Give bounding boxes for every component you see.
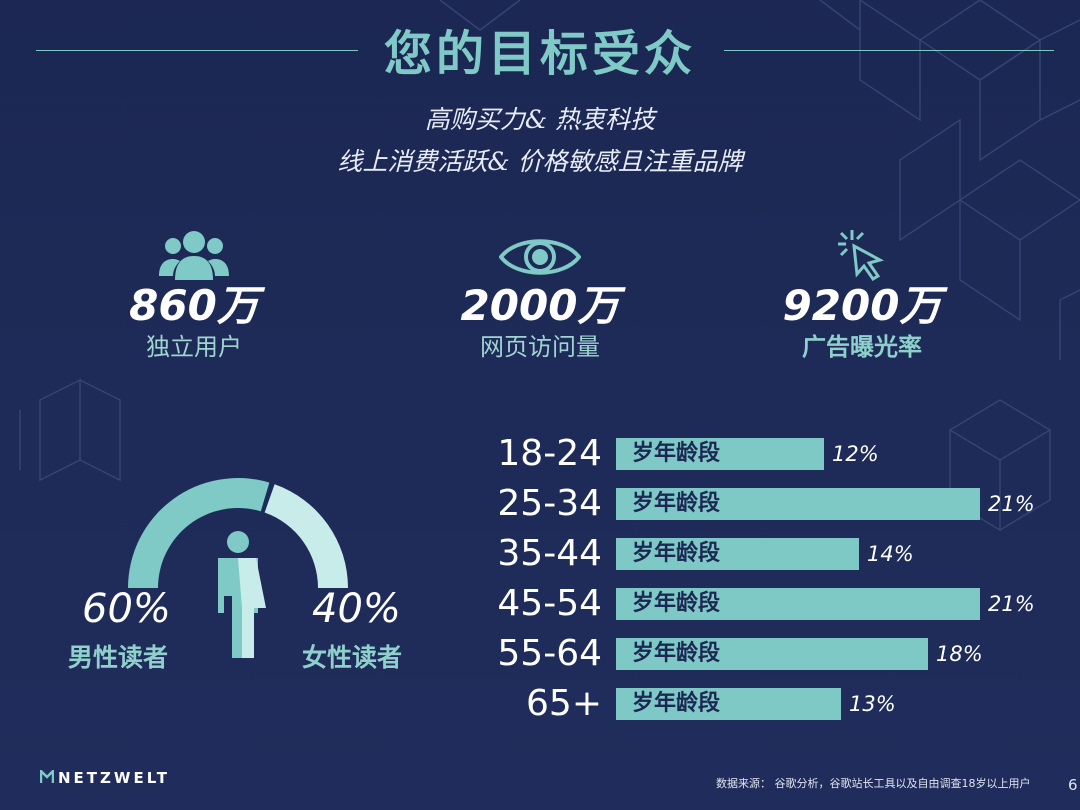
age-row: 18-24 岁年龄段 12% — [480, 432, 1080, 474]
female-label: 女性读者 — [302, 643, 403, 672]
age-bar-label: 岁年龄段 — [632, 641, 721, 666]
age-bar: 岁年龄段 — [616, 538, 859, 570]
female-percentage: 40% — [312, 586, 401, 632]
age-percentage: 14% — [867, 542, 914, 566]
age-row: 55-64 岁年龄段 18% — [480, 632, 1080, 674]
gender-chart — [128, 478, 348, 658]
age-range-label: 55-64 — [497, 633, 602, 674]
age-percentage: 13% — [849, 692, 896, 716]
stat-unique-users: 860万 独立用户 — [74, 222, 314, 364]
age-range-label: 65+ — [526, 683, 602, 724]
age-bar: 岁年龄段 — [616, 488, 980, 520]
stat-value: 2000万 — [460, 281, 620, 330]
age-percentage: 21% — [988, 492, 1035, 516]
title-rule-left — [36, 50, 358, 51]
age-bar-label: 岁年龄段 — [632, 541, 721, 566]
stat-ad-impressions: 9200万 广告曝光率 — [742, 222, 982, 364]
users-icon — [74, 222, 314, 282]
age-range-label: 18-24 — [497, 433, 602, 474]
age-bar: 岁年龄段 — [616, 688, 841, 720]
age-row: 45-54 岁年龄段 21% — [480, 582, 1080, 624]
age-bar-label: 岁年龄段 — [632, 691, 721, 716]
brand-logo[interactable]: NETZWELT — [39, 767, 171, 787]
title-rule-right — [724, 50, 1054, 51]
age-range-label: 35-44 — [497, 533, 602, 574]
age-bar: 岁年龄段 — [616, 438, 824, 470]
stat-page-views: 2000万 网页访问量 — [420, 222, 660, 364]
brand-name: NETZWELT — [58, 769, 171, 787]
stat-label: 独立用户 — [146, 333, 242, 361]
stat-label: 广告曝光率 — [802, 333, 922, 361]
male-percentage: 60% — [82, 586, 171, 632]
stat-label: 网页访问量 — [480, 333, 600, 361]
age-percentage: 12% — [832, 442, 879, 466]
stat-value: 9200万 — [782, 281, 942, 330]
page-title: 您的目标受众 — [383, 26, 696, 82]
age-bar-label: 岁年龄段 — [632, 441, 721, 466]
age-bar: 岁年龄段 — [616, 588, 980, 620]
stat-value: 860万 — [129, 281, 259, 330]
brand-mark-icon — [39, 767, 55, 783]
cursor-click-icon — [742, 222, 982, 282]
source-note: 数据来源： 谷歌分析，谷歌站长工具以及自由调查18岁以上用户 — [716, 777, 1031, 790]
page-number: 6 — [1068, 776, 1078, 794]
female-arc — [264, 484, 348, 588]
subtitle-line-2: 线上消费活跃& 价格敏感且注重品牌 — [337, 147, 743, 176]
age-bar-label: 岁年龄段 — [632, 591, 721, 616]
age-bar: 岁年龄段 — [616, 638, 928, 670]
age-row: 35-44 岁年龄段 14% — [480, 532, 1080, 574]
age-range-label: 45-54 — [497, 583, 602, 624]
age-row: 25-34 岁年龄段 21% — [480, 482, 1080, 524]
gender-figure-icon — [218, 531, 266, 658]
age-bar-label: 岁年龄段 — [632, 491, 721, 516]
age-percentage: 21% — [988, 592, 1035, 616]
subtitle-line-1: 高购买力& 热衷科技 — [424, 105, 656, 134]
eye-icon — [420, 222, 660, 282]
age-percentage: 18% — [936, 642, 983, 666]
age-row: 65+ 岁年龄段 13% — [480, 682, 1080, 724]
male-label: 男性读者 — [68, 643, 169, 672]
male-arc — [128, 478, 270, 588]
age-range-label: 25-34 — [497, 483, 602, 524]
